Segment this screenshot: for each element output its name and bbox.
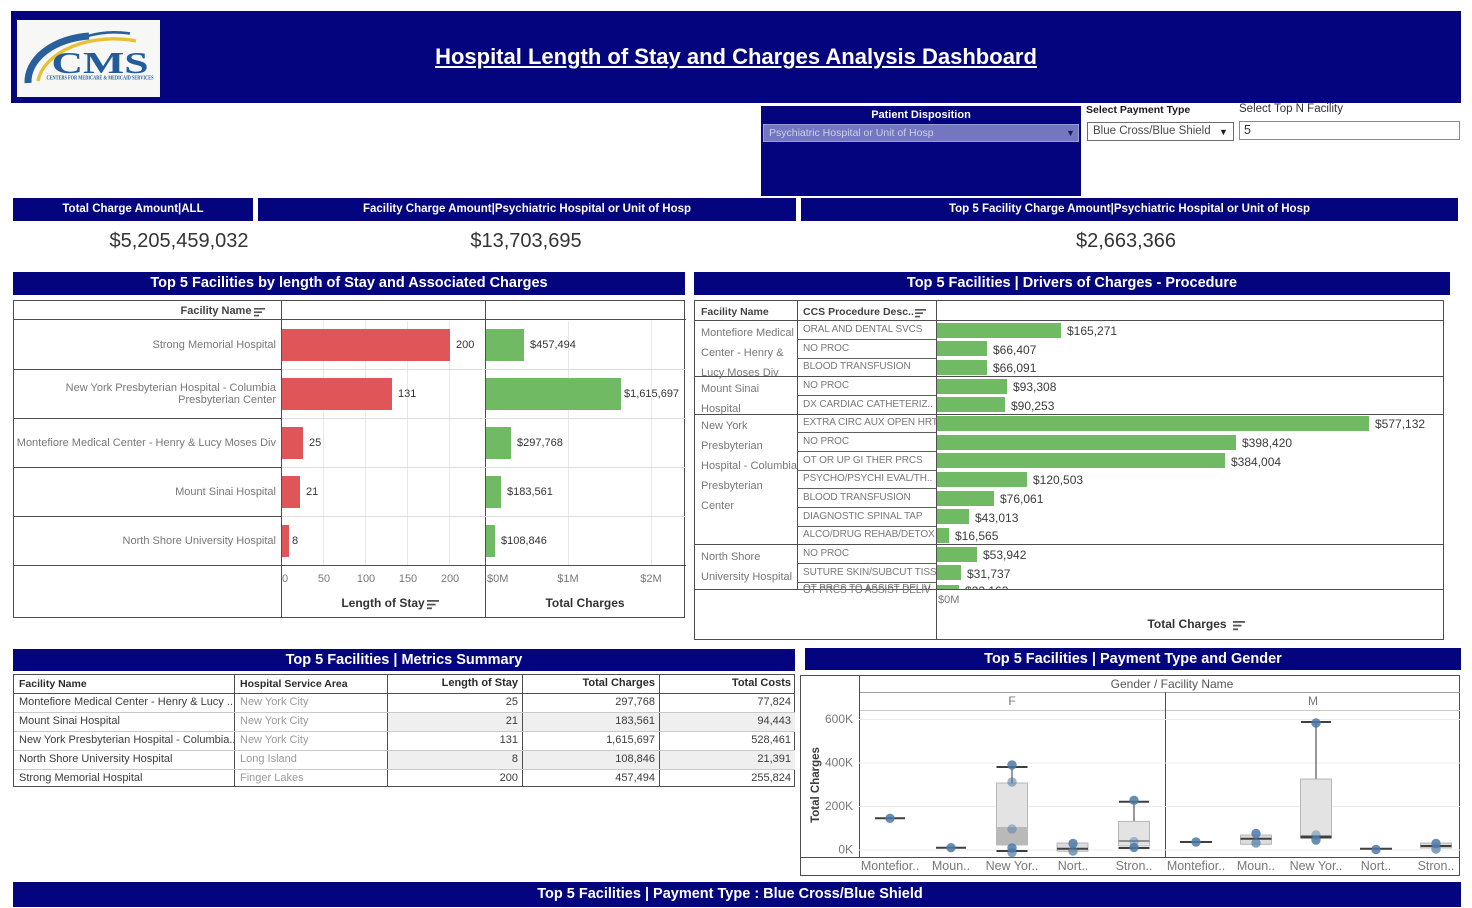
- svg-text:CMS: CMS: [52, 45, 149, 80]
- svg-text:0K: 0K: [838, 843, 853, 857]
- svg-text:Montefior..: Montefior..: [861, 859, 919, 873]
- svg-text:600K: 600K: [825, 712, 853, 726]
- svg-text:Stron..: Stron..: [1418, 859, 1455, 873]
- svg-text:Total Charges: Total Charges: [810, 747, 822, 823]
- svg-text:400K: 400K: [825, 756, 853, 770]
- svg-text:Moun..: Moun..: [932, 859, 970, 873]
- svg-text:F: F: [1008, 694, 1015, 708]
- svg-text:Nort..: Nort..: [1058, 859, 1089, 873]
- svg-text:Gender / Facility Name: Gender / Facility Name: [1111, 677, 1234, 691]
- svg-text:Montefior..: Montefior..: [1167, 859, 1225, 873]
- svg-text:Stron..: Stron..: [1116, 859, 1153, 873]
- svg-text:New Yor..: New Yor..: [1290, 859, 1343, 873]
- svg-text:Nort..: Nort..: [1361, 859, 1392, 873]
- svg-text:New Yor..: New Yor..: [986, 859, 1039, 873]
- svg-text:Moun..: Moun..: [1237, 859, 1275, 873]
- svg-text:CENTERS FOR MEDICARE & MEDICAI: CENTERS FOR MEDICARE & MEDICAID SERVICES: [47, 75, 154, 82]
- svg-text:M: M: [1308, 694, 1318, 708]
- svg-text:200K: 200K: [825, 799, 853, 813]
